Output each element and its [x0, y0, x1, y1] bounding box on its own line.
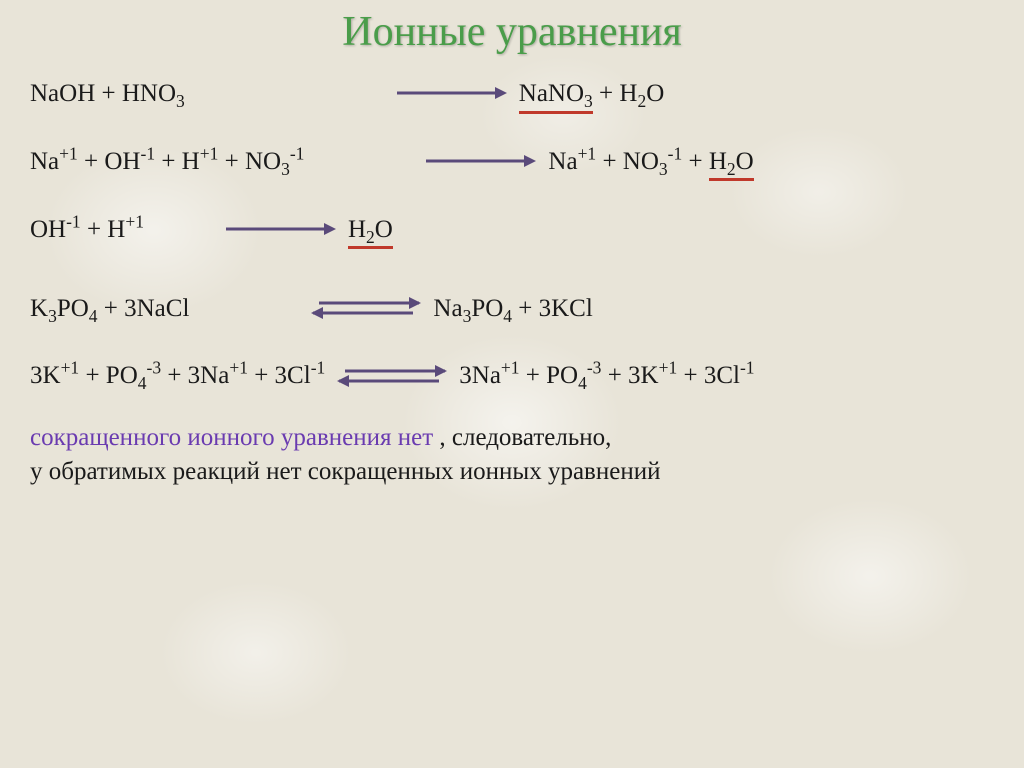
equation-lhs: NaOH + HNO3: [30, 80, 185, 107]
equation-row: Na+1 + OH-1 + H+1 + NO3-1 Na+1 + NO3-1 + …: [30, 144, 994, 182]
reaction-arrow-icon: [226, 220, 336, 238]
equation-lhs: Na+1 + OH-1 + H+1 + NO3-1: [30, 148, 304, 175]
equation-rhs: 3Na+1 + PO4-3 + 3K+1 + 3Cl-1: [459, 362, 754, 389]
footer-rest2: у обратимых реакций нет сокращенных ионн…: [30, 458, 660, 485]
equation-rhs: Na+1 + NO3-1 + H2O: [548, 148, 753, 175]
equation-rhs: Na3PO4 + 3KCl: [433, 295, 592, 322]
footer-rest1: , следовательно,: [439, 424, 611, 451]
equation-row: K3PO4 + 3NaCl Na3PO4 + 3KCl: [30, 293, 994, 328]
page-title: Ионные уравнения: [0, 0, 1024, 56]
equation-rhs: H2O: [348, 216, 393, 243]
equation-lhs: 3K+1 + PO4-3 + 3Na+1 + 3Cl-1: [30, 362, 325, 389]
equation-rhs: NaNO3 + H2O: [519, 80, 664, 107]
equation-row: OH-1 + H+1 H2O: [30, 211, 994, 249]
equation-row: NaOH + HNO3 NaNO3 + H2O: [30, 78, 994, 114]
equation-lhs: K3PO4 + 3NaCl: [30, 295, 189, 322]
reaction-arrow-icon: [311, 295, 421, 321]
reaction-arrow-icon: [337, 363, 447, 389]
equations-block: NaOH + HNO3 NaNO3 + H2O Na+1 + OH-1 + H+1 …: [0, 56, 1024, 489]
footer-accent: сокращенного ионного уравнения нет: [30, 424, 439, 451]
equation-row: 3K+1 + PO4-3 + 3Na+1 + 3Cl-1 3Na+1 + PO4…: [30, 358, 994, 395]
reaction-arrow-icon: [397, 84, 507, 102]
footer-note: сокращенного ионного уравнения нет , сле…: [30, 421, 994, 489]
equation-lhs: OH-1 + H+1: [30, 216, 144, 243]
reaction-arrow-icon: [426, 152, 536, 170]
